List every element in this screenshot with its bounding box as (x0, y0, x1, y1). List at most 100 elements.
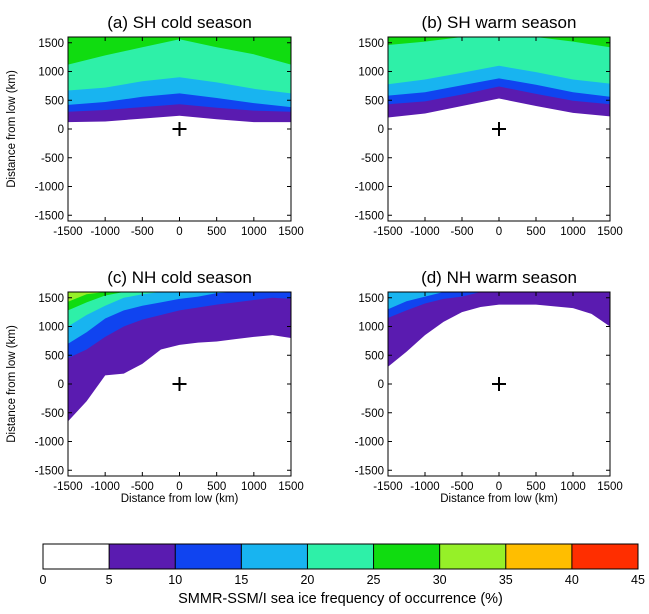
colorbar: 0 5 10 15 20 25 30 35 40 45 SMMR-SSM/I sea ice fre… (40, 543, 645, 607)
y-tick-label: -1500 (35, 210, 64, 222)
x-axis-label: Distance from low (km) (440, 493, 558, 505)
panel-1: -1500 -1000 -500 0 500 1000 1500 -1500 -1000 -500… (6, 13, 304, 238)
y-tick-label: -1000 (355, 437, 384, 449)
y-tick-label: 1500 (358, 38, 384, 50)
contour-band-20 (388, 37, 610, 85)
low-center-marker (492, 122, 506, 136)
contour-band-10 (388, 292, 610, 318)
panel-title: (a) SH cold season (107, 13, 252, 32)
low-center-marker (492, 377, 506, 391)
x-tick-label: -1500 (373, 226, 402, 238)
panel-2: -1500 -1000 -500 0 500 1000 1500 -1500 -1000 -500… (355, 13, 623, 238)
x-tick-label: -1500 (53, 226, 82, 238)
x-tick-label: -500 (131, 481, 154, 493)
y-tick-label: 1500 (38, 293, 64, 305)
x-tick-label: 1500 (278, 481, 304, 493)
x-tick-label: -1500 (373, 481, 402, 493)
colorbar-tick-label: 20 (300, 573, 314, 587)
y-tick-label: -500 (41, 408, 64, 420)
contour-band-15 (68, 292, 291, 344)
y-tick-label: 1000 (38, 322, 64, 334)
panel-4: -1500 -1000 -500 0 500 1000 1500 -1500 -1000 -500… (355, 268, 623, 505)
x-tick-label: 0 (176, 481, 182, 493)
colorbar-swatch-25 (373, 544, 440, 569)
x-tick-label: -1000 (90, 226, 119, 238)
contour-band-15 (388, 292, 610, 310)
x-tick-label: -500 (450, 226, 473, 238)
contour-fills (388, 37, 610, 118)
y-tick-label: 0 (378, 379, 384, 391)
y-tick-label: 0 (58, 124, 64, 136)
colorbar-swatch-0 (43, 544, 110, 569)
panel-title: (b) SH warm season (422, 13, 577, 32)
panel-3: -1500 -1000 -500 0 500 1000 1500 -1500 -1000 -500… (6, 268, 304, 505)
x-tick-label: -500 (450, 481, 473, 493)
x-tick-label: 1000 (241, 481, 267, 493)
x-tick-label: -1500 (53, 481, 82, 493)
y-tick-label: -500 (361, 153, 384, 165)
y-tick-label: -1000 (355, 182, 384, 194)
y-tick-label: 0 (58, 379, 64, 391)
colorbar-tick-label: 30 (433, 573, 447, 587)
y-tick-label: 1000 (358, 322, 384, 334)
x-axis-label: Distance from low (km) (121, 493, 239, 505)
x-tick-label: 500 (207, 481, 226, 493)
colorbar-tick-label: 35 (499, 573, 513, 587)
y-axis-label: Distance from low (km) (6, 325, 18, 443)
contour-band-25 (388, 37, 610, 48)
colorbar-label: SMMR-SSM/I sea ice frequency of occurren… (178, 591, 503, 607)
contour-fills (388, 292, 610, 367)
y-axis-label: Distance from low (km) (6, 70, 18, 188)
y-tick-label: 500 (365, 350, 384, 362)
y-tick-label: -1500 (355, 210, 384, 222)
y-tick-label: 500 (365, 95, 384, 107)
low-center-marker (172, 377, 187, 391)
x-tick-label: -500 (131, 226, 154, 238)
x-tick-label: 1500 (278, 226, 304, 238)
y-tick-label: -500 (361, 408, 384, 420)
y-tick-label: 1000 (38, 67, 64, 79)
y-tick-label: 1000 (358, 67, 384, 79)
y-tick-label: 500 (45, 350, 64, 362)
colorbar-swatch-35 (505, 544, 572, 569)
x-tick-label: 500 (526, 481, 545, 493)
colorbar-tick-label: 10 (168, 573, 182, 587)
y-tick-label: -1500 (355, 465, 384, 477)
y-tick-label: 1500 (358, 293, 384, 305)
colorbar-swatch-30 (439, 544, 506, 569)
colorbar-swatch-20 (307, 544, 374, 569)
y-tick-label: 500 (45, 95, 64, 107)
x-tick-label: 0 (176, 226, 182, 238)
contour-fills (68, 37, 291, 123)
colorbar-swatch-5 (109, 544, 176, 569)
x-tick-label: -1000 (90, 481, 119, 493)
colorbar-tick-label: 0 (40, 573, 47, 587)
colorbar-tick-label: 15 (234, 573, 248, 587)
x-tick-label: -1000 (410, 481, 439, 493)
panel-title: (c) NH cold season (107, 268, 252, 287)
x-tick-label: 1500 (597, 226, 623, 238)
y-tick-label: -500 (41, 153, 64, 165)
x-tick-label: 1000 (560, 481, 586, 493)
x-tick-label: 1000 (241, 226, 267, 238)
y-tick-label: 1500 (38, 38, 64, 50)
x-tick-label: 1000 (560, 226, 586, 238)
y-tick-label: 0 (378, 124, 384, 136)
y-tick-label: -1000 (35, 437, 64, 449)
x-tick-label: 500 (207, 226, 226, 238)
low-center-marker (172, 122, 187, 136)
colorbar-tick-label: 45 (631, 573, 645, 587)
colorbar-tick-label: 5 (106, 573, 113, 587)
colorbar-tick-label: 25 (367, 573, 381, 587)
contour-band-5 (388, 292, 610, 367)
colorbar-tick-label: 40 (565, 573, 579, 587)
panel-title: (d) NH warm season (421, 268, 577, 287)
contour-band-25 (68, 37, 291, 65)
x-tick-label: -1000 (410, 226, 439, 238)
contour-band-30 (68, 292, 291, 302)
y-tick-label: -1000 (35, 182, 64, 194)
y-tick-label: -1500 (35, 465, 64, 477)
contour-fills (68, 292, 291, 422)
colorbar-swatch-15 (241, 544, 308, 569)
colorbar-swatch-40 (571, 544, 638, 569)
